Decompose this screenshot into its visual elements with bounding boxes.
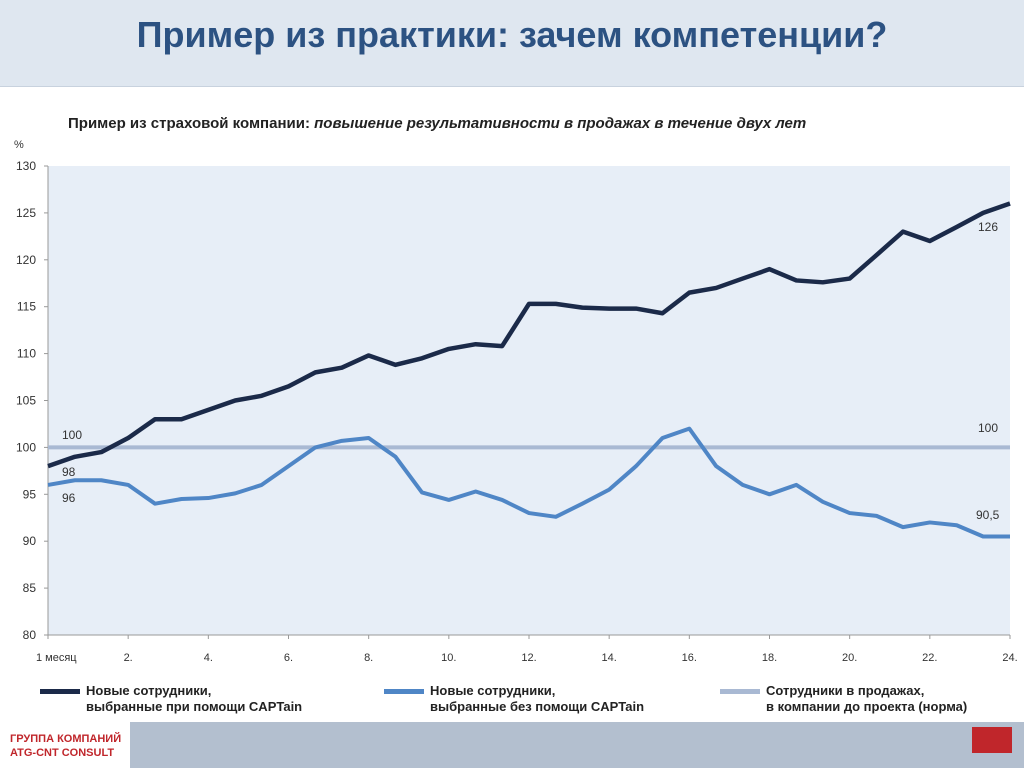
x-tick-label: 1 месяц — [36, 652, 77, 664]
legend-item: Новые сотрудники, выбранные без помощи C… — [384, 683, 644, 715]
legend-swatch — [384, 689, 424, 694]
legend-swatch — [40, 689, 80, 694]
y-tick-label: 90 — [23, 534, 37, 548]
legend-label: Новые сотрудники, выбранные при помощи C… — [86, 683, 303, 714]
x-tick-label: 22. — [922, 652, 937, 664]
chart-title: Пример из страховой компании: повышение … — [68, 115, 806, 132]
footer-text: ГРУППА КОМПАНИЙ — [10, 733, 122, 745]
x-tick-label: 12. — [521, 652, 536, 664]
footer-text: ATG-CNT CONSULT — [10, 747, 115, 759]
y-label: % — [14, 139, 24, 151]
x-tick-label: 2. — [124, 652, 133, 664]
x-tick-label: 14. — [602, 652, 617, 664]
footer: ГРУППА КОМПАНИЙ ATG-CNT CONSULT — [0, 722, 130, 768]
line-series — [47, 201, 1011, 469]
x-tick-label: 10. — [441, 652, 456, 664]
x-tick-label: 4. — [204, 652, 213, 664]
chart-subtitle: повышение результативности в продажах в … — [314, 115, 806, 132]
plot-area — [48, 166, 1010, 635]
legend-item: Новые сотрудники, выбранные при помощи C… — [40, 683, 302, 715]
y-tick-label: 125 — [16, 206, 36, 220]
y-tick-label: 80 — [23, 628, 37, 642]
data-label: 96 — [62, 491, 76, 505]
data-label: 100 — [62, 428, 82, 442]
x-tick-label: 18. — [762, 652, 777, 664]
chart-title: Пример из страховой компании: — [68, 115, 310, 132]
x-tick-label: 6. — [284, 652, 293, 664]
line-series — [47, 426, 1010, 539]
legend-swatch — [720, 689, 760, 694]
y-tick-label: 105 — [16, 394, 36, 408]
header: Пример из практики: зачем компетенции? — [0, 0, 1024, 87]
y-tick-label: 130 — [16, 159, 36, 173]
y-tick-label: 95 — [23, 487, 37, 501]
x-tick-label: 24. — [1002, 652, 1017, 664]
legend-label: Сотрудники в продажах, в компании до про… — [766, 683, 968, 714]
y-tick-label: 120 — [16, 253, 36, 267]
logo — [972, 727, 1012, 753]
legend-label: Новые сотрудники, выбранные без помощи C… — [430, 683, 645, 714]
y-tick-label: 110 — [17, 347, 36, 361]
data-label: 100 — [978, 421, 998, 435]
data-label: 98 — [62, 465, 76, 479]
footer-bar — [0, 722, 1024, 768]
x-tick-label: 16. — [682, 652, 697, 664]
x-tick-label: 20. — [842, 652, 857, 664]
y-tick-label: 100 — [16, 440, 36, 454]
chart: Пример из страховой компании: повышение … — [14, 115, 1018, 664]
slide-title: Пример из практики: зачем компетенции? — [136, 14, 888, 55]
legend-item: Сотрудники в продажах, в компании до про… — [720, 683, 967, 715]
y-tick-label: 85 — [23, 581, 37, 595]
x-tick-label: 8. — [364, 652, 373, 664]
data-label: 90,5 — [976, 508, 1000, 522]
y-tick-label: 115 — [17, 300, 36, 314]
data-label: 126 — [978, 220, 998, 234]
